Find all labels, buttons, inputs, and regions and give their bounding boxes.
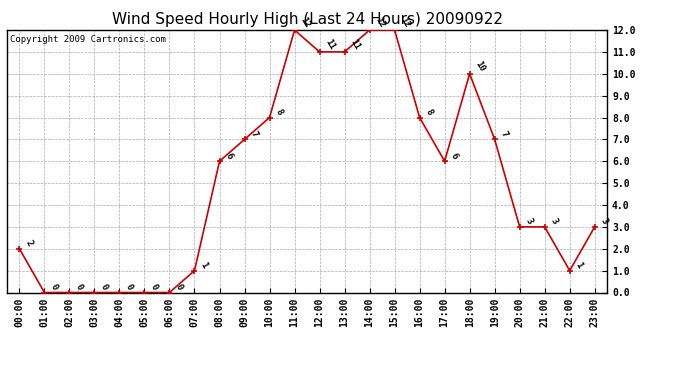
- Text: 3: 3: [524, 217, 534, 226]
- Text: Copyright 2009 Cartronics.com: Copyright 2009 Cartronics.com: [10, 35, 166, 44]
- Text: 1: 1: [199, 261, 209, 270]
- Text: 12: 12: [399, 15, 412, 29]
- Text: 12: 12: [374, 15, 387, 29]
- Text: 0: 0: [74, 283, 84, 292]
- Text: 6: 6: [448, 152, 460, 160]
- Text: 7: 7: [248, 129, 259, 139]
- Text: 10: 10: [474, 59, 487, 73]
- Text: 0: 0: [99, 283, 109, 292]
- Title: Wind Speed Hourly High (Last 24 Hours) 20090922: Wind Speed Hourly High (Last 24 Hours) 2…: [112, 12, 502, 27]
- Text: 1: 1: [574, 261, 584, 270]
- Text: 8: 8: [274, 108, 284, 117]
- Text: 3: 3: [599, 217, 609, 226]
- Text: 11: 11: [324, 37, 337, 51]
- Text: 12: 12: [299, 15, 312, 29]
- Text: 7: 7: [499, 129, 509, 139]
- Text: 3: 3: [549, 217, 560, 226]
- Text: 6: 6: [224, 152, 234, 160]
- Text: 8: 8: [424, 108, 434, 117]
- Text: 0: 0: [174, 283, 184, 292]
- Text: 2: 2: [23, 239, 34, 248]
- Text: 0: 0: [124, 283, 134, 292]
- Text: 0: 0: [148, 283, 159, 292]
- Text: 0: 0: [48, 283, 59, 292]
- Text: 11: 11: [348, 37, 362, 51]
